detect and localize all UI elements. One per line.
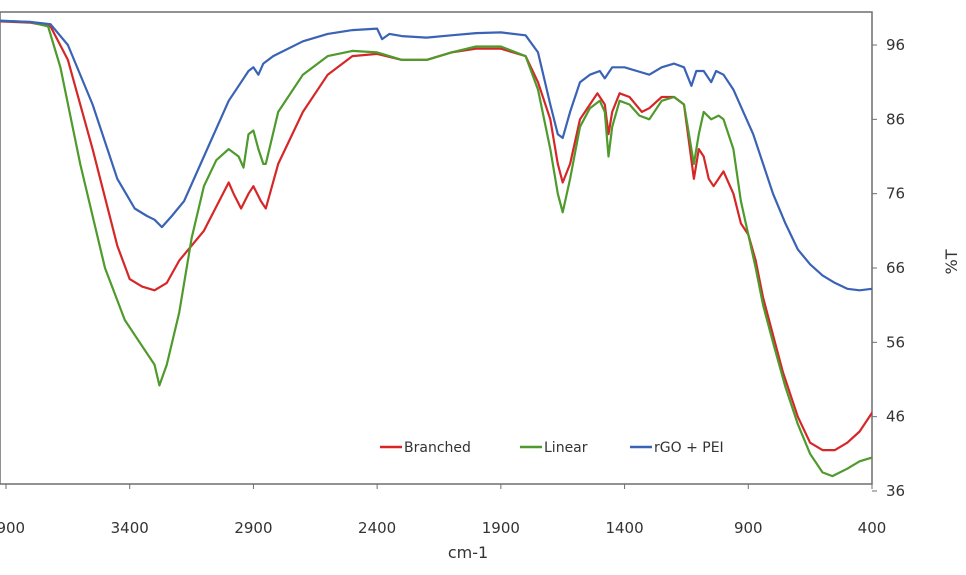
y-axis-title: %T xyxy=(942,249,961,274)
y-tick-label: 66 xyxy=(886,259,905,277)
y-tick-label: 76 xyxy=(886,185,905,203)
x-tick-label: 3400 xyxy=(111,519,149,537)
x-tick-label: 1900 xyxy=(482,519,520,537)
legend-label-rgo-pei: rGO + PEI xyxy=(654,440,724,456)
legend-label-branched: Branched xyxy=(404,440,471,456)
plot-area xyxy=(0,11,873,485)
x-tick-label: 2400 xyxy=(358,519,396,537)
series-line-rgo-pei xyxy=(0,19,872,292)
y-tick-label: 46 xyxy=(886,408,905,426)
x-tick-label: 400 xyxy=(858,519,887,537)
x-tick-label: 2900 xyxy=(234,519,272,537)
x-tick-label: 900 xyxy=(734,519,763,537)
y-tick-label: 36 xyxy=(886,482,905,500)
x-axis-ticks: 3900 3400 2900 2400 1900 1400 900 400 xyxy=(0,484,886,537)
y-tick-label: 86 xyxy=(886,110,905,128)
x-tick-label: 1400 xyxy=(605,519,643,537)
x-axis-title: cm-1 xyxy=(448,543,488,562)
y-tick-label: 96 xyxy=(886,36,905,54)
y-axis-ticks: 96 86 76 66 56 46 36 xyxy=(872,36,905,500)
series-line-linear xyxy=(0,19,872,478)
series-layer xyxy=(0,19,872,478)
x-tick-label: 3900 xyxy=(0,519,25,537)
y-tick-label: 56 xyxy=(886,333,905,351)
legend: Branched Linear rGO + PEI xyxy=(380,440,724,456)
legend-label-linear: Linear xyxy=(544,440,588,456)
